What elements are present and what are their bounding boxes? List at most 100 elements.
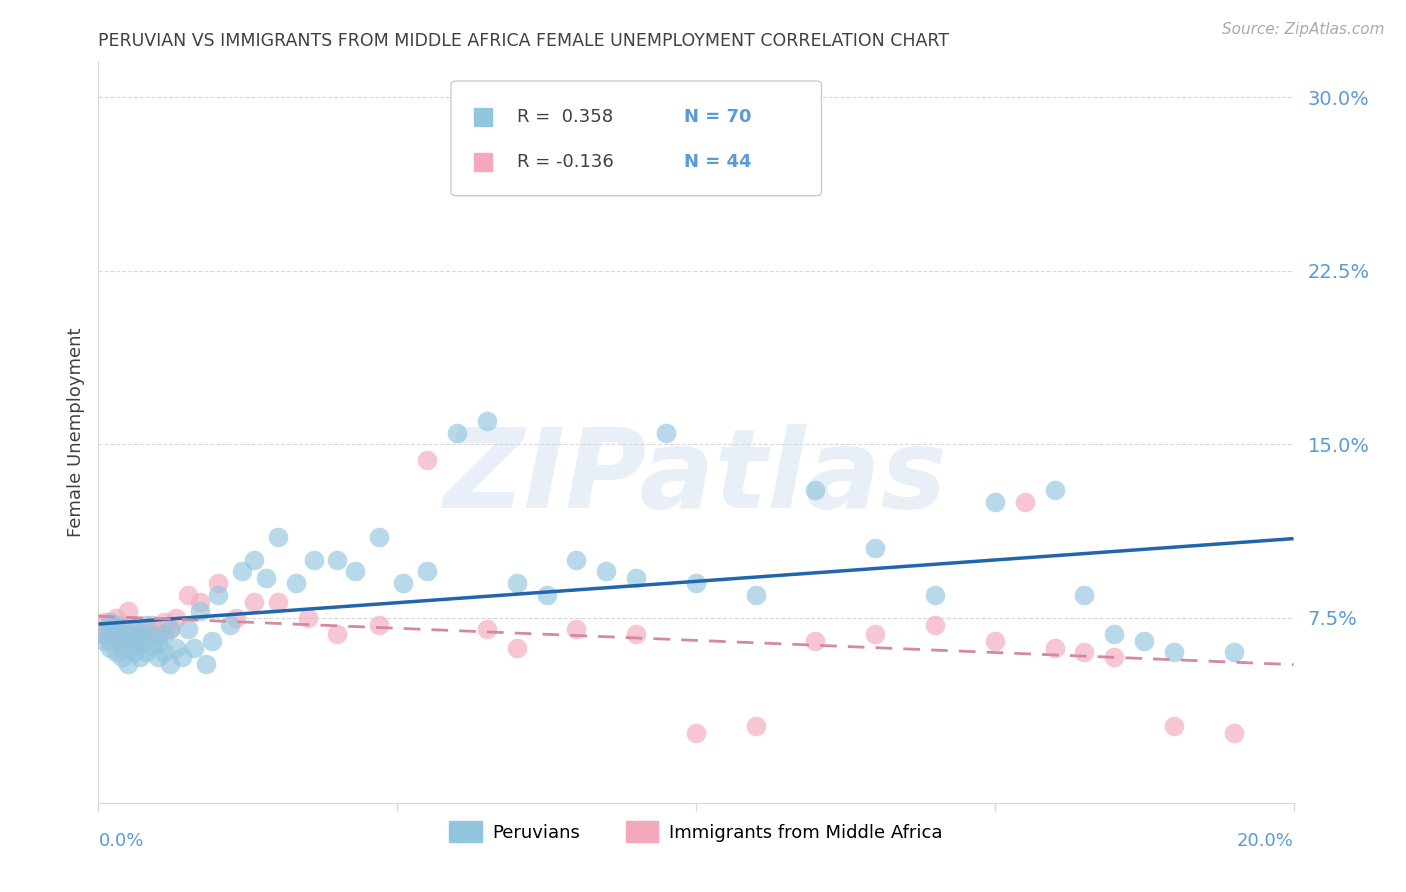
Point [1163, 719, 1185, 733]
Point [159, 657, 181, 671]
Point [225, 611, 247, 625]
Point [111, 622, 134, 636]
Point [98, 617, 122, 632]
Point [745, 588, 768, 602]
Point [207, 588, 229, 602]
Point [231, 565, 253, 579]
Point [865, 541, 887, 556]
Point [93, 633, 115, 648]
Point [188, 594, 211, 608]
Point [105, 611, 128, 625]
Point [984, 495, 1007, 509]
Point [475, 414, 498, 428]
Point [159, 622, 181, 636]
Point [416, 565, 439, 579]
Point [506, 640, 529, 655]
Point [1163, 645, 1185, 659]
Point [685, 726, 707, 740]
Point [1014, 495, 1036, 509]
Point [159, 622, 181, 636]
Point [626, 627, 648, 641]
Point [124, 622, 146, 636]
Point [344, 565, 367, 579]
Legend: Peruvians, Immigrants from Middle Africa: Peruvians, Immigrants from Middle Africa [441, 814, 950, 849]
Text: N = 70: N = 70 [685, 108, 752, 126]
Text: 20.0%: 20.0% [1237, 832, 1294, 850]
Point [117, 657, 139, 671]
Point [129, 650, 152, 665]
Point [165, 611, 187, 625]
Text: N = 44: N = 44 [685, 153, 752, 171]
Point [129, 633, 152, 648]
Point [141, 639, 163, 653]
Point [655, 425, 678, 440]
Point [1043, 640, 1066, 655]
Point [111, 633, 134, 648]
Point [93, 615, 115, 630]
Point [153, 615, 176, 630]
Point [326, 627, 349, 641]
Point [105, 645, 128, 659]
Point [685, 576, 707, 591]
Point [565, 622, 588, 636]
Text: Source: ZipAtlas.com: Source: ZipAtlas.com [1222, 22, 1385, 37]
Point [368, 617, 391, 632]
Point [98, 615, 122, 630]
Point [93, 627, 115, 641]
Point [98, 640, 122, 655]
Point [201, 633, 224, 648]
Point [111, 650, 134, 665]
Point [536, 588, 558, 602]
FancyBboxPatch shape [451, 81, 821, 195]
Point [475, 622, 498, 636]
Point [105, 622, 128, 636]
Point [117, 617, 139, 632]
Point [392, 576, 415, 591]
Point [219, 617, 242, 632]
Point [153, 627, 176, 641]
Point [165, 640, 187, 655]
Point [124, 627, 146, 641]
Point [1223, 645, 1246, 659]
Point [135, 617, 157, 632]
Point [368, 530, 391, 544]
Y-axis label: Female Unemployment: Female Unemployment [66, 328, 84, 537]
Point [804, 483, 827, 498]
Point [284, 576, 307, 591]
Point [254, 571, 277, 585]
Point [111, 640, 134, 655]
Point [297, 611, 319, 625]
Point [117, 604, 139, 618]
Point [172, 650, 194, 665]
Text: R =  0.358: R = 0.358 [517, 108, 613, 126]
Point [135, 622, 157, 636]
Point [124, 633, 146, 648]
Point [506, 576, 529, 591]
Point [207, 576, 229, 591]
Point [177, 588, 200, 602]
Point [141, 617, 163, 632]
Point [93, 627, 115, 641]
Point [1133, 633, 1156, 648]
Point [243, 553, 266, 567]
Point [1223, 726, 1246, 740]
Point [183, 640, 205, 655]
Point [267, 530, 290, 544]
Point [188, 604, 211, 618]
Point [117, 627, 139, 641]
Point [626, 571, 648, 585]
Point [267, 594, 290, 608]
Point [924, 588, 946, 602]
Point [129, 639, 152, 653]
Point [804, 633, 827, 648]
Point [865, 627, 887, 641]
Point [135, 645, 157, 659]
Point [1104, 627, 1126, 641]
Text: PERUVIAN VS IMMIGRANTS FROM MIDDLE AFRICA FEMALE UNEMPLOYMENT CORRELATION CHART: PERUVIAN VS IMMIGRANTS FROM MIDDLE AFRIC… [98, 32, 949, 50]
Point [98, 622, 122, 636]
Point [1104, 650, 1126, 665]
Point [446, 425, 468, 440]
Text: 0.0%: 0.0% [98, 832, 143, 850]
Point [153, 645, 176, 659]
Point [117, 640, 139, 655]
